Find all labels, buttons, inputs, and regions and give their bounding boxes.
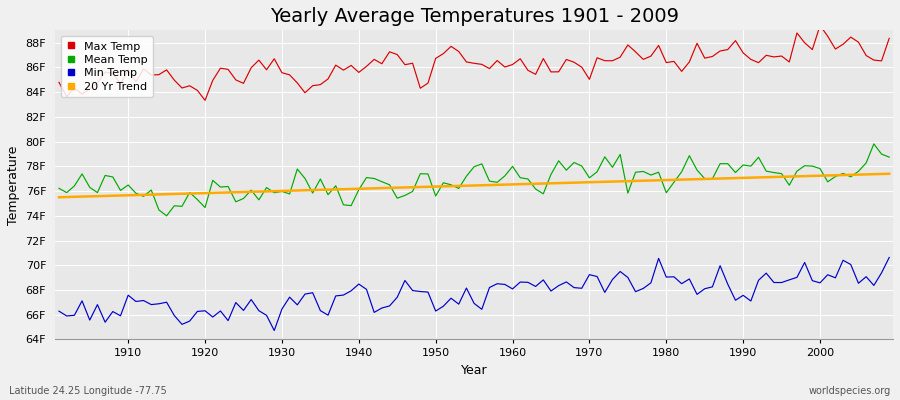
Y-axis label: Temperature: Temperature [7,145,20,224]
Legend: Max Temp, Mean Temp, Min Temp, 20 Yr Trend: Max Temp, Mean Temp, Min Temp, 20 Yr Tre… [60,36,153,97]
Title: Yearly Average Temperatures 1901 - 2009: Yearly Average Temperatures 1901 - 2009 [270,7,679,26]
Text: worldspecies.org: worldspecies.org [809,386,891,396]
X-axis label: Year: Year [461,364,488,377]
Text: Latitude 24.25 Longitude -77.75: Latitude 24.25 Longitude -77.75 [9,386,166,396]
